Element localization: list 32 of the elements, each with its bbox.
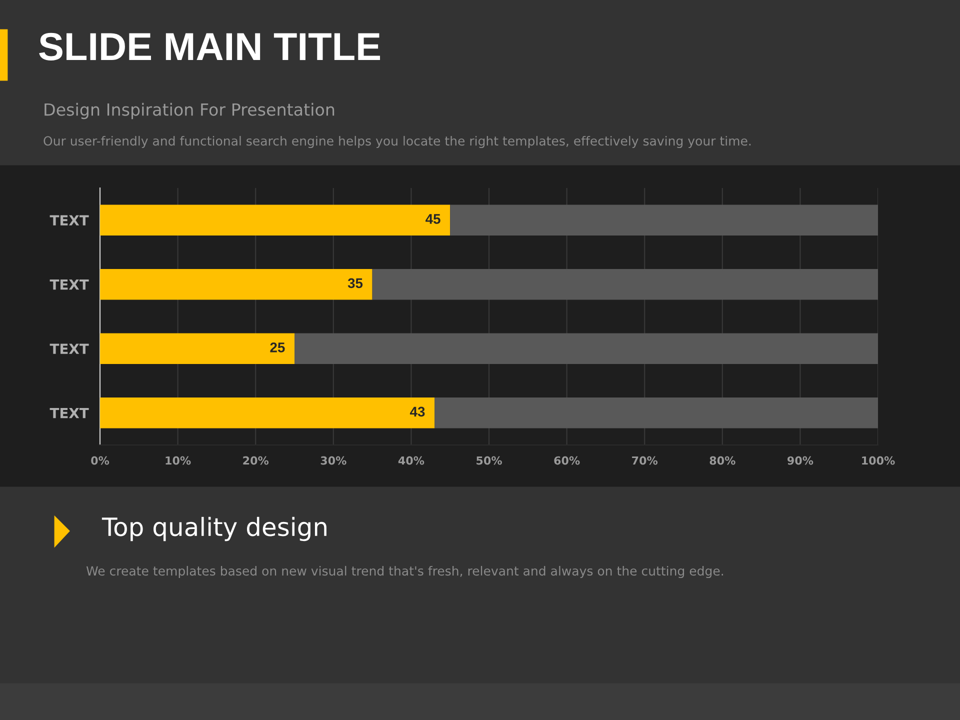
bar: [372, 268, 878, 300]
y-tick-label: TEXT: [50, 215, 89, 226]
x-tick-label: 0%: [91, 456, 110, 465]
bar: [294, 333, 878, 364]
x-tick-label: 60%: [554, 456, 580, 465]
x-tick-label: 30%: [320, 456, 346, 465]
chart-title: SLIDE MAIN TITLE: [39, 32, 380, 60]
bar: [100, 204, 450, 236]
y-tick-label: TEXT: [50, 280, 89, 290]
bar: [450, 204, 878, 236]
y-tick-label: TEXT: [50, 344, 89, 354]
bar: [100, 397, 435, 428]
y-tick-label: TEXT: [50, 408, 89, 418]
x-tick-label: 70%: [632, 456, 658, 465]
x-tick-label: 40%: [398, 456, 424, 465]
x-tick-label: 50%: [476, 456, 502, 465]
data-label: 25: [270, 342, 285, 352]
x-tick-label: 10%: [166, 456, 191, 465]
bar: [434, 397, 878, 428]
x-tick-label: 20%: [243, 456, 269, 465]
bar: [100, 333, 294, 364]
chart-subtitle: Design Inspiration For Presentation: [44, 102, 334, 120]
data-label: 35: [348, 278, 363, 288]
x-tick-label: 100%: [862, 456, 895, 465]
data-label: 45: [426, 214, 440, 224]
bar: [100, 268, 372, 300]
x-tick-label: 80%: [710, 456, 736, 465]
data-label: 43: [410, 406, 425, 417]
text: We create templates based on new visual trend that's fresh, relevant and always on the cutting edge.: [86, 566, 723, 578]
text: Our user-friendly and functional search engine helps you locate the right templates, effectively saving your time.: [44, 136, 751, 148]
x-tick-label: 90%: [787, 456, 814, 465]
text: Top quality design: [102, 516, 326, 542]
